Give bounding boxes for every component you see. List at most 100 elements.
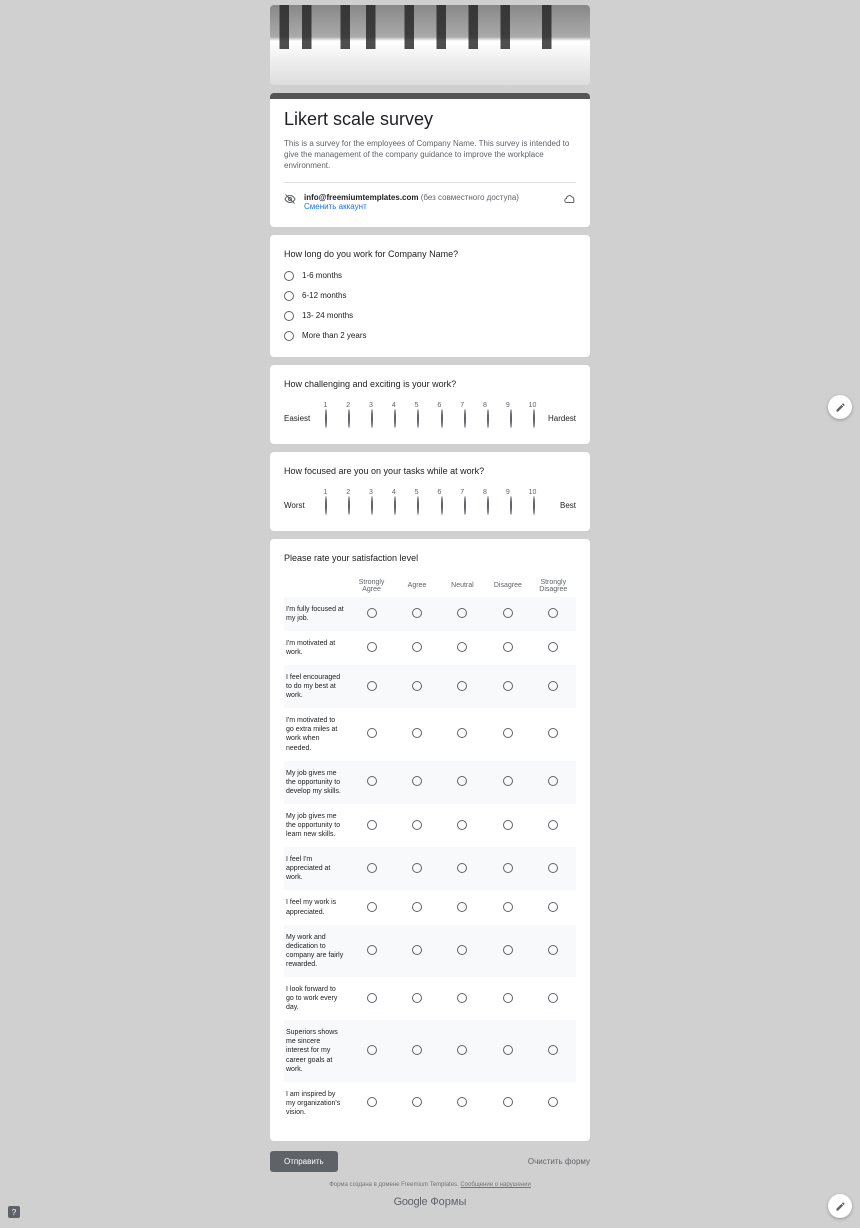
grid-radio[interactable] <box>457 681 467 691</box>
grid-radio[interactable] <box>367 863 377 873</box>
grid-radio[interactable] <box>503 820 513 830</box>
grid-radio[interactable] <box>412 642 422 652</box>
scale-number: 3 <box>369 402 373 409</box>
grid-radio[interactable] <box>367 945 377 955</box>
scale-radio[interactable] <box>487 409 489 428</box>
scale-radio[interactable] <box>325 496 327 515</box>
grid-radio[interactable] <box>412 863 422 873</box>
scale-radio[interactable] <box>441 409 443 428</box>
radio-option[interactable]: 6-12 months <box>284 291 576 301</box>
likert-grid: Strongly AgreeAgreeNeutralDisagreeStrong… <box>284 575 576 1125</box>
scale-radio[interactable] <box>441 496 443 515</box>
grid-radio[interactable] <box>457 1097 467 1107</box>
grid-radio[interactable] <box>412 728 422 738</box>
grid-radio[interactable] <box>548 776 558 786</box>
scale-radio[interactable] <box>371 409 373 428</box>
grid-radio[interactable] <box>367 820 377 830</box>
grid-radio[interactable] <box>457 863 467 873</box>
scale-radio[interactable] <box>510 496 512 515</box>
grid-radio[interactable] <box>367 642 377 652</box>
grid-radio[interactable] <box>548 681 558 691</box>
grid-radio[interactable] <box>412 945 422 955</box>
grid-radio[interactable] <box>457 945 467 955</box>
grid-radio[interactable] <box>548 945 558 955</box>
scale-radio[interactable] <box>417 409 419 428</box>
scale-radio[interactable] <box>464 496 466 515</box>
clear-form-link[interactable]: Очистить форму <box>528 1157 590 1166</box>
abuse-link[interactable]: Сообщение о нарушении <box>460 1182 530 1188</box>
grid-radio[interactable] <box>412 608 422 618</box>
header-banner <box>270 5 590 85</box>
grid-radio[interactable] <box>548 642 558 652</box>
scale-radio[interactable] <box>533 409 535 428</box>
grid-radio[interactable] <box>457 776 467 786</box>
grid-radio[interactable] <box>548 608 558 618</box>
scale-radio[interactable] <box>371 496 373 515</box>
grid-radio[interactable] <box>367 1045 377 1055</box>
grid-radio[interactable] <box>412 681 422 691</box>
grid-radio[interactable] <box>367 608 377 618</box>
scale-radio[interactable] <box>348 496 350 515</box>
grid-radio[interactable] <box>457 1045 467 1055</box>
grid-radio[interactable] <box>503 776 513 786</box>
scale-radio[interactable] <box>325 409 327 428</box>
grid-radio[interactable] <box>457 820 467 830</box>
grid-radio[interactable] <box>503 608 513 618</box>
grid-radio[interactable] <box>503 993 513 1003</box>
grid-radio[interactable] <box>503 945 513 955</box>
grid-radio[interactable] <box>457 608 467 618</box>
grid-radio[interactable] <box>367 993 377 1003</box>
grid-radio[interactable] <box>412 993 422 1003</box>
scale-radio[interactable] <box>394 409 396 428</box>
grid-radio[interactable] <box>457 902 467 912</box>
grid-radio[interactable] <box>548 1097 558 1107</box>
grid-radio[interactable] <box>503 1045 513 1055</box>
grid-radio[interactable] <box>503 728 513 738</box>
grid-radio[interactable] <box>503 681 513 691</box>
submit-button[interactable]: Отправить <box>270 1151 338 1172</box>
scale-radio[interactable] <box>533 496 535 515</box>
google-forms-brand[interactable]: Google Формы <box>270 1196 590 1208</box>
scale-radio[interactable] <box>417 496 419 515</box>
grid-radio[interactable] <box>367 681 377 691</box>
grid-radio[interactable] <box>457 642 467 652</box>
grid-radio[interactable] <box>548 1045 558 1055</box>
grid-radio[interactable] <box>412 776 422 786</box>
grid-column-header: Agree <box>394 575 439 597</box>
scale-radio[interactable] <box>394 496 396 515</box>
grid-radio[interactable] <box>412 1045 422 1055</box>
radio-label: 13- 24 months <box>302 311 353 320</box>
grid-row-label: I feel I'm appreciated at work. <box>284 847 349 890</box>
grid-radio[interactable] <box>503 863 513 873</box>
radio-option[interactable]: More than 2 years <box>284 331 576 341</box>
edit-fab-1[interactable] <box>828 395 852 419</box>
q2-right-label <box>546 401 576 410</box>
grid-radio[interactable] <box>548 902 558 912</box>
grid-radio[interactable] <box>503 902 513 912</box>
grid-radio[interactable] <box>367 776 377 786</box>
scale-radio[interactable] <box>510 409 512 428</box>
grid-radio[interactable] <box>548 728 558 738</box>
grid-radio[interactable] <box>503 642 513 652</box>
grid-radio[interactable] <box>548 820 558 830</box>
radio-option[interactable]: 13- 24 months <box>284 311 576 321</box>
help-fab[interactable]: ? <box>8 1206 20 1218</box>
grid-radio[interactable] <box>548 863 558 873</box>
grid-radio[interactable] <box>457 993 467 1003</box>
scale-radio[interactable] <box>487 496 489 515</box>
scale-radio[interactable] <box>348 409 350 428</box>
grid-radio[interactable] <box>367 728 377 738</box>
grid-radio[interactable] <box>503 1097 513 1107</box>
grid-radio[interactable] <box>548 993 558 1003</box>
grid-radio[interactable] <box>412 1097 422 1107</box>
radio-option[interactable]: 1-6 months <box>284 271 576 281</box>
grid-radio[interactable] <box>412 902 422 912</box>
grid-column-header: Strongly Agree <box>349 575 394 597</box>
grid-radio[interactable] <box>412 820 422 830</box>
grid-radio[interactable] <box>367 1097 377 1107</box>
switch-account-link[interactable]: Сменить аккаунт <box>304 202 556 211</box>
grid-radio[interactable] <box>457 728 467 738</box>
scale-radio[interactable] <box>464 409 466 428</box>
grid-radio[interactable] <box>367 902 377 912</box>
edit-fab-2[interactable] <box>828 1194 852 1218</box>
